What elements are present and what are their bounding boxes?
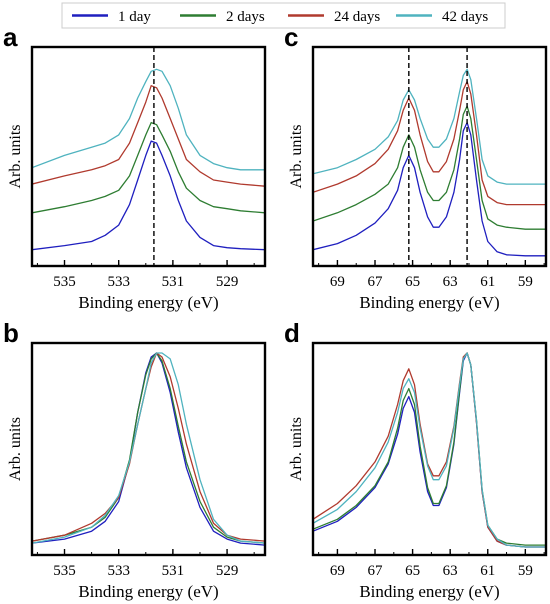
x-tick-label: 59 [518,274,533,290]
x-tick-label: 529 [216,274,239,290]
x-tick-label: 533 [107,563,130,579]
legend-label: 1 day [118,9,151,25]
series-line-42-days [32,68,265,171]
x-tick-label: 69 [330,563,345,579]
legend-label: 42 days [442,9,488,25]
panel-b: 535 533 531 529 Binding energy (eV) Arb. unit… [3,318,267,601]
legend-label: 2 days [226,9,265,25]
x-tick-label: 67 [368,274,384,290]
x-tick-label: 535 [53,563,76,579]
x-tick-label: 63 [443,274,458,290]
series-line-2-days [32,121,265,214]
y-axis-label: Arb. units [288,125,305,189]
x-tick-label: 61 [480,563,495,579]
x-tick-label: 61 [480,274,495,290]
x-tick-label: 535 [53,274,76,290]
x-axis-label: Binding energy (eV) [78,582,218,601]
series-line-1-day [32,352,265,546]
x-tick-label: 533 [107,274,130,290]
panel-letter: c [284,22,298,52]
x-tick-label: 67 [368,563,384,579]
x-axis-label: Binding energy (eV) [78,293,218,312]
series-line-24-days [32,352,265,542]
series-line-1-day [313,352,546,548]
panel-letter: b [3,318,19,348]
panel-letter: a [3,22,18,52]
plot-frame [311,45,548,268]
x-tick-label: 531 [162,274,185,290]
x-tick-label: 63 [443,563,458,579]
series-line-42-days [313,68,546,185]
series-line-24-days [313,352,546,548]
x-tick-label: 69 [330,274,345,290]
plot-frame [30,341,267,557]
y-axis-label: Arb. units [7,125,24,189]
series-line-2-days [313,105,546,230]
plot-frame [311,341,548,557]
x-axis-label: Binding energy (eV) [359,582,499,601]
panel-a: 535 533 531 529 Binding energy (eV) Arb. unit… [3,22,267,312]
panel-d: 69 67 65 63 61 59 Binding energy (eV) Arb. unit… [284,318,548,601]
series-line-1-day [313,121,546,257]
series-line-2-days [32,352,265,544]
x-axis-label: Binding energy (eV) [359,293,499,312]
y-axis-label: Arb. units [7,417,24,481]
series-line-42-days [313,352,546,548]
series-line-24-days [313,80,546,206]
legend-label: 24 days [334,9,380,25]
panel-c: 69 67 65 63 61 59 Binding energy (eV) Arb. unit… [284,22,548,312]
x-tick-label: 65 [405,274,420,290]
series-line-42-days [32,352,265,544]
series-line-1-day [32,140,265,251]
x-tick-label: 65 [405,563,420,579]
series-line-2-days [313,352,546,546]
panel-letter: d [284,318,300,348]
y-axis-label: Arb. units [288,417,305,481]
plot-frame [30,45,267,268]
legend: 1 day 2 days 24 days 42 days [61,2,506,29]
x-tick-label: 59 [518,563,533,579]
x-tick-label: 529 [216,563,239,579]
series-line-24-days [32,85,265,187]
x-tick-label: 531 [162,563,185,579]
